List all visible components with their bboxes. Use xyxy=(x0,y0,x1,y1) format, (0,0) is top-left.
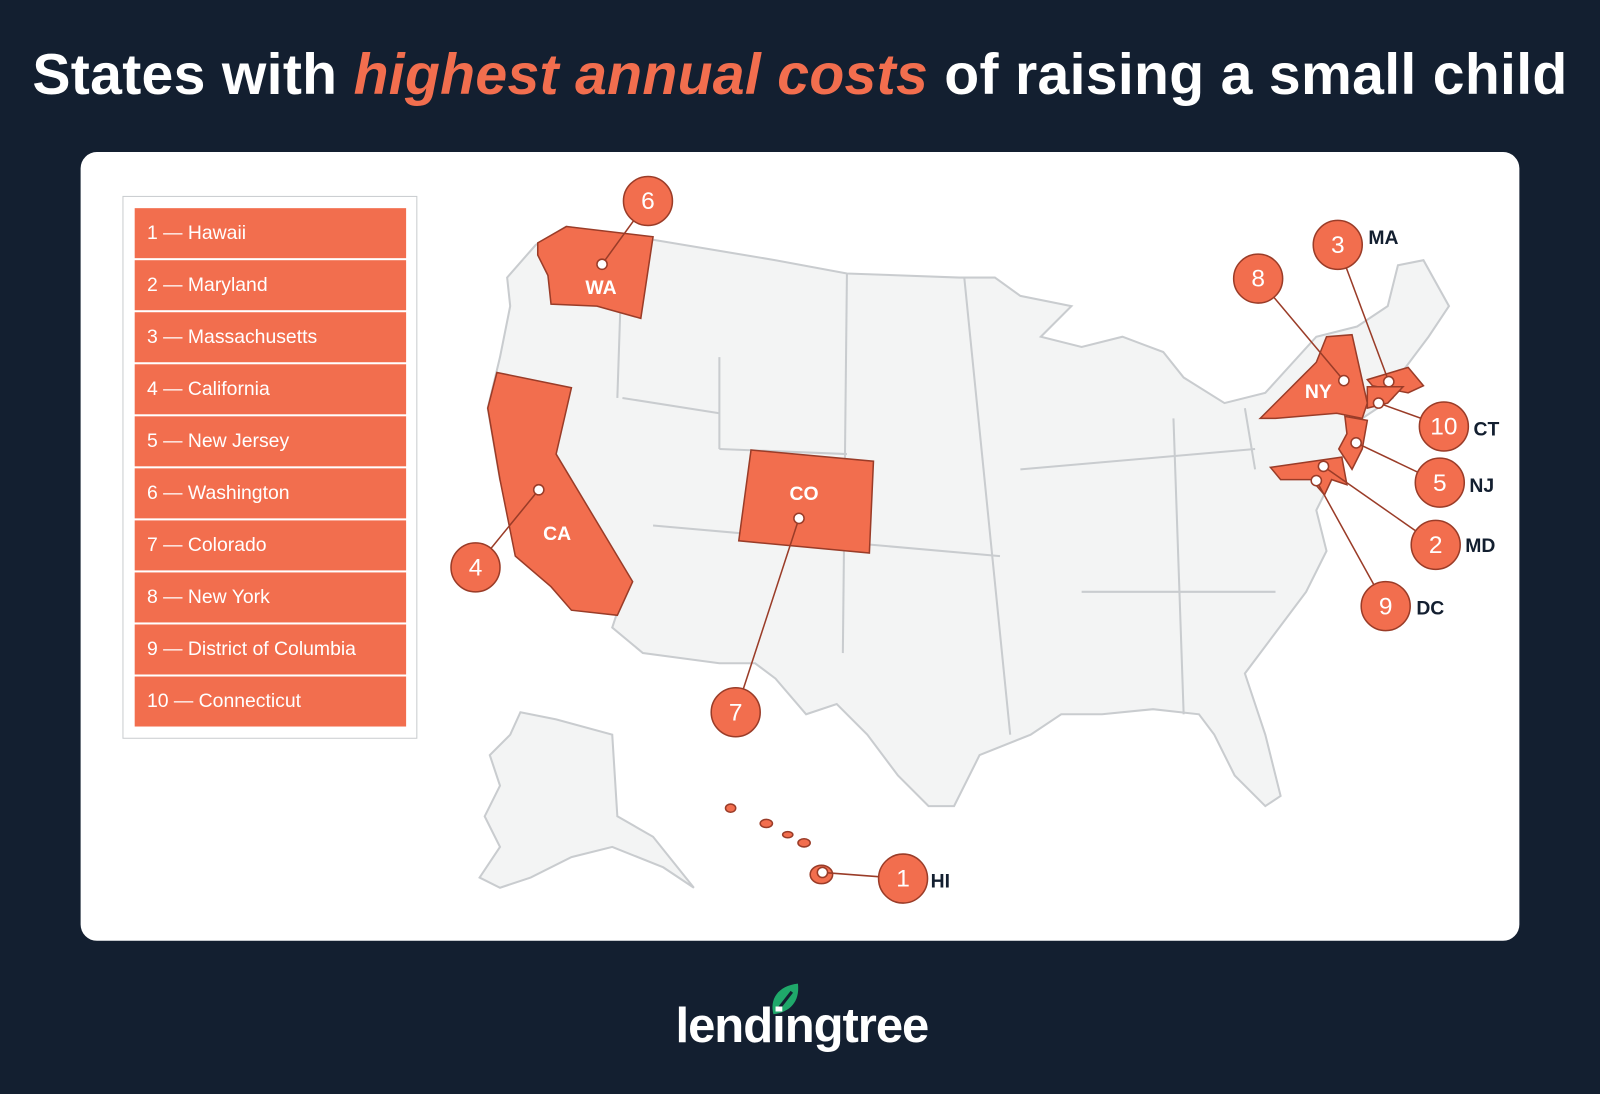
rank-circle xyxy=(1414,457,1466,508)
location-dot xyxy=(1382,375,1395,388)
state-co xyxy=(737,449,875,554)
state-label: CO xyxy=(790,483,819,505)
location-dot xyxy=(1337,374,1350,387)
rank-circle xyxy=(1312,219,1363,271)
rank-number: 10 xyxy=(1430,414,1457,441)
logo-text: lendingtree xyxy=(675,998,930,1054)
state-label: CT xyxy=(1473,419,1499,441)
location-dot xyxy=(532,483,545,496)
rank-circle xyxy=(622,175,674,227)
rank-number: 7 xyxy=(729,699,743,726)
title-part: States with xyxy=(32,41,354,107)
location-dot xyxy=(1372,397,1385,409)
rank-number: 6 xyxy=(641,188,655,215)
legend-item: 1 — Hawaii xyxy=(134,208,407,259)
location-dot xyxy=(1350,436,1362,449)
legend: 1 — Hawaii 2 — Maryland 3 — Massachusetts 4… xyxy=(122,195,418,739)
legend-item: 7 — Colorado xyxy=(134,520,407,571)
rank-circle xyxy=(1410,519,1461,571)
leaf-icon xyxy=(772,983,799,1015)
lower-48-outline xyxy=(486,225,1451,808)
rank-number: 8 xyxy=(1251,266,1265,293)
location-dot xyxy=(793,512,805,525)
state-border xyxy=(719,447,847,456)
state-hi-island xyxy=(797,838,811,848)
location-dot xyxy=(816,866,829,879)
rank-circle xyxy=(1418,401,1470,452)
state-label: WA xyxy=(585,277,616,299)
title-highlight: highest annual costs xyxy=(353,41,929,107)
state-hi-island xyxy=(781,830,794,839)
state-border xyxy=(1243,407,1257,470)
rank-number: 3 xyxy=(1331,232,1345,259)
state-label: DC xyxy=(1416,597,1444,619)
rank-number: 5 xyxy=(1433,470,1447,497)
legend-item: 2 — Maryland xyxy=(134,260,407,311)
state-label: NY xyxy=(1305,381,1332,403)
rank-number: 2 xyxy=(1429,532,1443,559)
state-label: HI xyxy=(931,871,950,893)
rank-circle xyxy=(1232,253,1284,304)
rank-circle xyxy=(450,542,501,593)
lendingtree-logo: lendingtree xyxy=(676,980,931,1062)
rank-number: 1 xyxy=(896,866,910,893)
state-label: MA xyxy=(1368,227,1398,249)
legend-item: 8 — New York xyxy=(134,572,407,623)
title-part: of raising a small child xyxy=(928,41,1568,107)
state-label: CA xyxy=(543,523,571,545)
rank-number: 9 xyxy=(1379,593,1393,620)
legend-item: 3 — Massachusetts xyxy=(134,312,407,363)
rank-circle xyxy=(710,686,761,738)
legend-item: 6 — Washington xyxy=(134,468,407,519)
alaska xyxy=(478,711,695,889)
legend-item: 9 — District of Columbia xyxy=(134,624,407,675)
legend-item: 10 — Connecticut xyxy=(134,676,407,727)
location-dot xyxy=(596,258,608,271)
state-ny xyxy=(1258,333,1369,420)
state-wa xyxy=(536,225,654,320)
state-label: MD xyxy=(1465,535,1495,557)
legend-item: 4 — California xyxy=(134,364,407,415)
state-border xyxy=(963,277,1012,735)
location-dot xyxy=(1310,474,1323,487)
rank-circle xyxy=(877,853,929,904)
state-border xyxy=(622,396,720,415)
page-title: States with highest annual costs of rais… xyxy=(0,41,1600,107)
legend-item: 5 — New Jersey xyxy=(134,416,407,467)
state-border xyxy=(1172,418,1185,715)
state-ca xyxy=(486,371,634,617)
rank-circle xyxy=(1360,580,1411,632)
state-border xyxy=(1020,447,1256,471)
state-hi-island xyxy=(724,803,737,814)
location-dot xyxy=(1317,460,1330,473)
state-label: NJ xyxy=(1469,475,1494,497)
rank-number: 4 xyxy=(469,555,483,582)
state-hi-island xyxy=(759,818,774,829)
leader-line xyxy=(734,518,800,713)
